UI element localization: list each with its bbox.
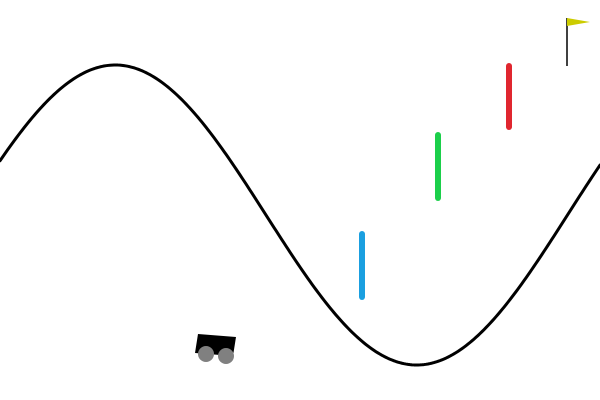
mountain-track bbox=[0, 63, 600, 367]
car-wheel-right bbox=[218, 348, 234, 364]
car-wheel-left bbox=[198, 346, 214, 362]
goal-flag bbox=[567, 18, 590, 26]
mountain-car-icon bbox=[195, 334, 236, 364]
goal-flag-icon bbox=[566, 18, 590, 66]
